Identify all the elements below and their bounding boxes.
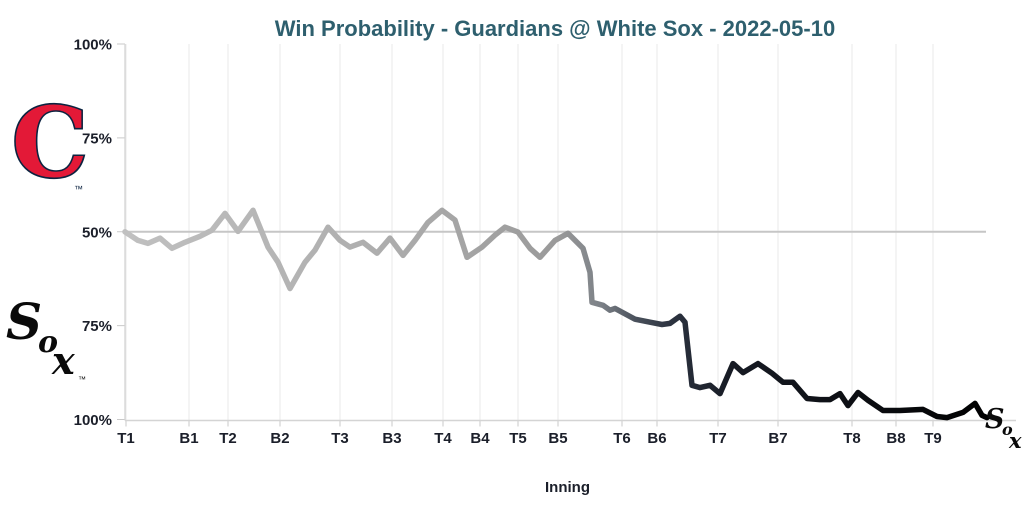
whitesox-marker-letter-x: x [1008, 428, 1022, 453]
x-axis-title: Inning [545, 479, 590, 496]
x-tick-label: T5 [509, 430, 527, 447]
x-tick-label: T4 [434, 430, 452, 447]
whitesox-logo-letter-o: o [38, 325, 58, 360]
whitesox-logo-letter-s: S [6, 292, 42, 351]
x-tick-label: B7 [768, 430, 787, 447]
x-tick-label: T6 [613, 430, 631, 447]
whitesox-trademark: ™ [78, 375, 86, 384]
x-tick-label: T8 [843, 430, 861, 447]
x-tick-label: B2 [270, 430, 289, 447]
whitesox-end-marker-icon: S o x [985, 404, 1022, 453]
x-tick-label: T1 [117, 430, 135, 447]
x-tick-label: B6 [647, 430, 666, 447]
guardians-logo-letter: C [12, 93, 88, 198]
y-tick-label: 75% [82, 130, 112, 147]
x-tick-label: T9 [924, 430, 942, 447]
x-tick-label: B3 [382, 430, 401, 447]
y-tick-label: 100% [74, 37, 112, 54]
chart-title: Win Probability - Guardians @ White Sox … [274, 16, 836, 41]
x-tick-label: T2 [219, 430, 237, 447]
win-probability-line [122, 207, 990, 421]
x-tick-label: B4 [470, 430, 490, 447]
y-tick-label: 50% [82, 224, 112, 241]
x-tick-label: T3 [331, 430, 349, 447]
x-tick-label: T7 [709, 430, 727, 447]
guardians-logo-icon: C ™ [10, 93, 90, 198]
x-tick-label: B8 [886, 430, 905, 447]
whitesox-marker-letter-o: o [1002, 420, 1013, 439]
whitesox-logo-icon: S o x ™ [6, 292, 86, 384]
whitesox-marker-letter-s: S [985, 404, 1005, 435]
whitesox-logo-letter-x: x [51, 338, 76, 383]
y-tick-label: 100% [74, 412, 112, 429]
x-tick-label: B5 [548, 430, 567, 447]
y-tick-label: 75% [82, 318, 112, 335]
x-tick-label: B1 [179, 430, 198, 447]
guardians-trademark: ™ [74, 184, 83, 194]
